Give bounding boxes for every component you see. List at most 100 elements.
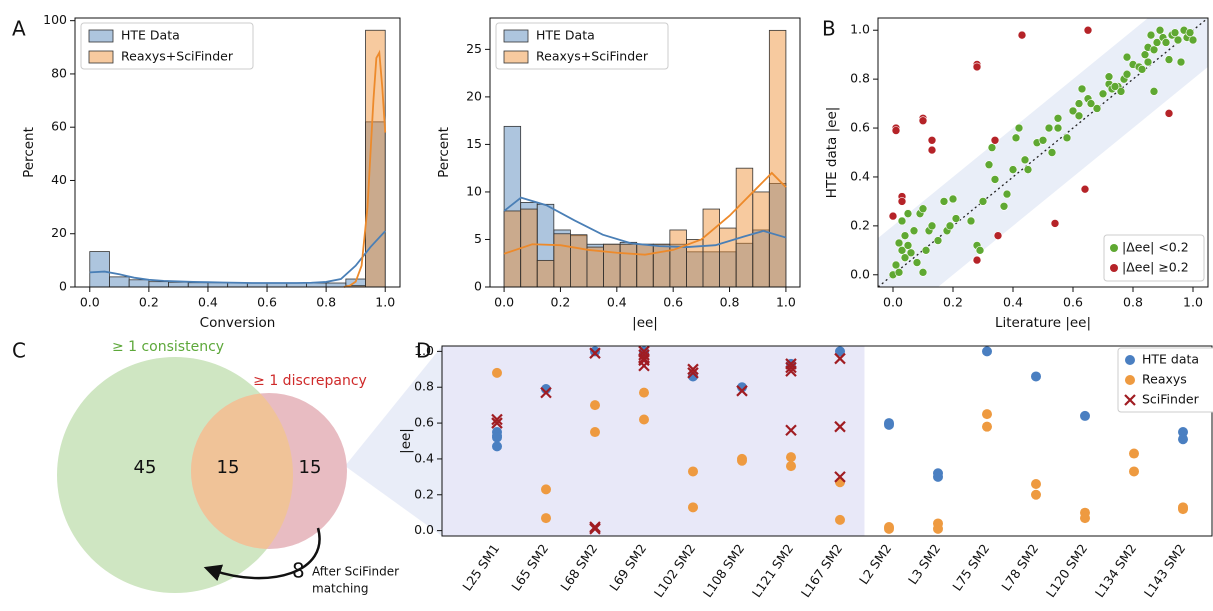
data-point bbox=[933, 471, 943, 482]
data-point bbox=[590, 400, 600, 411]
data-point bbox=[638, 359, 650, 372]
data-point bbox=[491, 413, 503, 426]
x-axis-label: Conversion bbox=[200, 315, 276, 331]
legend-marker bbox=[1110, 244, 1118, 252]
data-point bbox=[590, 346, 600, 357]
data-point bbox=[639, 414, 649, 425]
data-point bbox=[540, 386, 552, 399]
kde-line bbox=[503, 171, 787, 256]
scatter-point bbox=[972, 255, 982, 265]
y-tick-label: 1.0 bbox=[414, 343, 434, 358]
identity-line bbox=[878, 18, 1208, 287]
scatter-point bbox=[927, 145, 937, 155]
legend-box bbox=[80, 22, 254, 70]
histogram-bar bbox=[619, 243, 638, 288]
y-axis-label: HTE data |ee| bbox=[824, 107, 840, 199]
scatter-point bbox=[903, 209, 913, 218]
data-point bbox=[541, 484, 551, 495]
set-label: ≥ 1 consistency bbox=[112, 339, 224, 355]
x-tick-label: 0.0 bbox=[80, 295, 100, 310]
scatter-point bbox=[1122, 52, 1132, 62]
scatter-point bbox=[1050, 219, 1060, 228]
data-point bbox=[1031, 489, 1041, 500]
data-point bbox=[786, 452, 796, 463]
scatter-point bbox=[918, 204, 928, 214]
data-point bbox=[834, 471, 846, 483]
x-tick-label: L102 SM2 bbox=[651, 541, 699, 600]
region-count: 15 bbox=[217, 457, 240, 478]
histogram-bar bbox=[702, 208, 720, 288]
panel-letter: C bbox=[12, 339, 26, 363]
y-tick-label: 100 bbox=[43, 12, 67, 27]
tolerance-band bbox=[878, 18, 1208, 287]
scatter-point bbox=[894, 238, 904, 248]
data-point bbox=[982, 409, 992, 420]
scatter-point bbox=[1083, 25, 1093, 35]
scatter-point bbox=[966, 216, 976, 226]
scatter-point bbox=[897, 216, 907, 226]
scatter-point bbox=[921, 246, 931, 255]
scatter-point bbox=[993, 231, 1003, 240]
histogram-bar bbox=[735, 167, 754, 288]
legend-label: SciFinder bbox=[1142, 392, 1200, 407]
scatter-point bbox=[990, 175, 1000, 184]
scatter-point bbox=[1023, 165, 1033, 174]
data-point bbox=[835, 514, 845, 525]
x-tick-label: 1.0 bbox=[1183, 295, 1203, 310]
x-tick-label: L75 SM2 bbox=[949, 541, 992, 593]
histogram-bar bbox=[109, 276, 130, 288]
histogram-bar bbox=[89, 251, 110, 288]
data-point bbox=[1129, 466, 1139, 477]
legend-swatch bbox=[503, 50, 529, 64]
data-point bbox=[1080, 410, 1090, 421]
data-point bbox=[541, 513, 551, 524]
data-point bbox=[688, 502, 698, 513]
legend-label: Reaxys+SciFinder bbox=[121, 49, 234, 64]
set-label: ≥ 1 discrepancy bbox=[253, 373, 367, 389]
histogram-bar bbox=[168, 281, 189, 288]
x-tick-label: L2 SM2 bbox=[856, 541, 894, 587]
scatter-point bbox=[900, 253, 910, 262]
y-tick-label: 20 bbox=[466, 88, 482, 103]
data-point bbox=[688, 466, 698, 477]
x-tick-label: 0.4 bbox=[198, 295, 218, 310]
x-tick-label: 1.0 bbox=[375, 295, 395, 310]
scatter-point bbox=[1104, 72, 1114, 81]
x-tick-label: L108 SM2 bbox=[700, 541, 748, 600]
y-tick-label: 0 bbox=[59, 279, 67, 294]
scatter-point bbox=[1002, 189, 1012, 199]
data-point bbox=[639, 387, 649, 398]
x-tick-label: 1.0 bbox=[776, 295, 796, 310]
data-point bbox=[687, 367, 699, 379]
legend-box bbox=[1117, 347, 1213, 413]
data-point bbox=[785, 365, 797, 377]
plot-frame bbox=[489, 17, 801, 288]
data-point bbox=[785, 424, 797, 437]
scatter-point bbox=[933, 236, 943, 245]
x-tick-label: L120 SM2 bbox=[1043, 541, 1091, 600]
y-tick-label: 0.8 bbox=[850, 71, 870, 86]
data-point bbox=[1080, 513, 1090, 524]
panel-letter: A bbox=[12, 17, 26, 41]
x-tick-label: 0.6 bbox=[257, 295, 277, 310]
data-point bbox=[1129, 448, 1139, 459]
y-axis-label: Percent bbox=[21, 127, 37, 178]
venn-overlap bbox=[191, 393, 293, 549]
scatter-point bbox=[1140, 50, 1150, 59]
x-axis-label: Literature |ee| bbox=[995, 315, 1091, 331]
scatter-point bbox=[1077, 84, 1087, 94]
legend-label: HTE data bbox=[1142, 352, 1199, 367]
scatter-point bbox=[891, 126, 901, 135]
scatter-point bbox=[1149, 87, 1159, 96]
data-point bbox=[884, 419, 894, 430]
histogram-bar bbox=[187, 282, 209, 288]
scatter-point bbox=[987, 143, 997, 152]
x-tick-label: 0.2 bbox=[551, 295, 571, 310]
histogram-bar bbox=[768, 29, 787, 288]
data-point bbox=[492, 441, 502, 452]
scatter-point bbox=[888, 211, 898, 221]
annotation-count: 8 bbox=[292, 559, 305, 583]
zoom-funnel bbox=[345, 346, 442, 536]
